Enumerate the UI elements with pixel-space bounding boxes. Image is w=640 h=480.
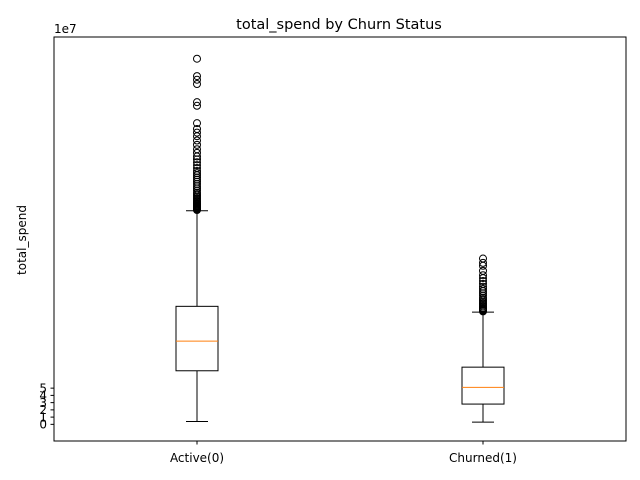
outlier-point bbox=[193, 98, 201, 107]
outlier-point bbox=[193, 169, 201, 178]
outlier-point bbox=[193, 80, 201, 89]
outlier-point bbox=[193, 166, 201, 175]
axes-frame bbox=[53, 36, 627, 442]
outlier-point bbox=[193, 161, 201, 170]
box-active-0 bbox=[175, 305, 219, 372]
x-tick-label: Active(0) bbox=[170, 451, 224, 465]
outlier-point bbox=[193, 124, 201, 133]
y-tick-label: 1 bbox=[39, 410, 47, 424]
y-axis-scale-label: 1e7 bbox=[54, 22, 77, 36]
y-tick-label: 3 bbox=[39, 396, 47, 410]
outlier-point bbox=[193, 75, 201, 84]
x-tick-label: Churned(1) bbox=[449, 451, 517, 465]
outlier-point bbox=[193, 128, 201, 137]
outlier-point bbox=[193, 136, 201, 145]
y-tick-label: 2 bbox=[39, 403, 47, 417]
outlier-point bbox=[193, 101, 201, 110]
chart-title: total_spend by Churn Status bbox=[236, 17, 442, 33]
outlier-point bbox=[193, 145, 201, 154]
outlier-point bbox=[193, 54, 201, 63]
outlier-point bbox=[479, 266, 487, 275]
box-churned-1 bbox=[461, 366, 505, 405]
y-axis-label: total_spend bbox=[15, 205, 29, 275]
y-tick-label: 0 bbox=[39, 418, 47, 432]
outlier-point bbox=[479, 254, 487, 263]
y-tick-label: 5 bbox=[39, 381, 47, 395]
outlier-point bbox=[193, 72, 201, 81]
outlier-point bbox=[193, 140, 201, 149]
outlier-point bbox=[479, 279, 487, 288]
outlier-point bbox=[193, 148, 201, 157]
outlier-point bbox=[193, 158, 201, 167]
y-tick-label: 4 bbox=[39, 389, 47, 403]
outlier-point bbox=[479, 271, 487, 280]
outlier-point bbox=[193, 164, 201, 173]
outlier-point bbox=[479, 284, 487, 293]
outlier-point bbox=[479, 276, 487, 285]
outlier-point bbox=[479, 282, 487, 291]
outlier-point bbox=[479, 258, 487, 267]
outlier-point bbox=[193, 119, 201, 128]
